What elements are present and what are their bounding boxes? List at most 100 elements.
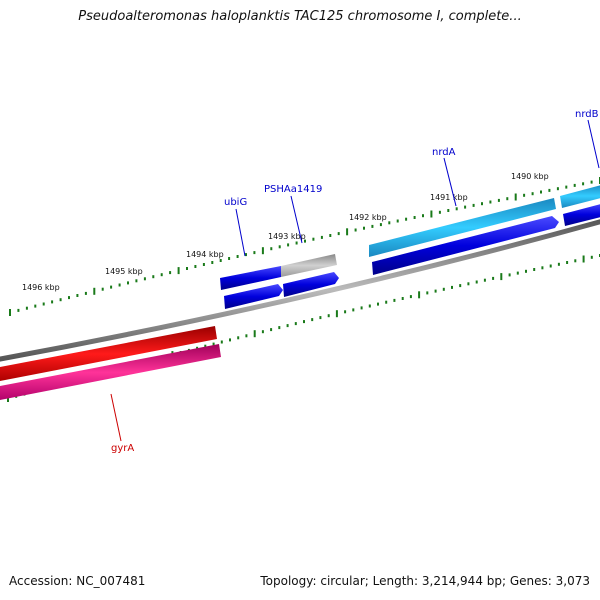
minor-tick bbox=[573, 183, 576, 187]
major-tick bbox=[514, 193, 517, 201]
minor-tick bbox=[327, 314, 330, 318]
minor-tick bbox=[194, 265, 197, 268]
scale-labels: 1496 kbp 1495 kbp 1494 kbp 1493 kbp 1492… bbox=[22, 172, 549, 292]
nrdB-reverse-feature[interactable] bbox=[563, 203, 600, 226]
gyrA-features bbox=[0, 326, 221, 401]
minor-tick bbox=[426, 291, 429, 295]
minor-tick bbox=[483, 278, 486, 282]
minor-tick bbox=[377, 302, 379, 306]
minor-tick bbox=[295, 241, 298, 245]
minor-tick bbox=[472, 203, 475, 207]
nrdA-reverse-feature[interactable] bbox=[372, 216, 559, 275]
minor-tick bbox=[385, 300, 388, 304]
nrdA-leader bbox=[443, 157, 457, 207]
label-leaders bbox=[110, 119, 600, 442]
minor-tick bbox=[541, 266, 544, 270]
minor-tick bbox=[118, 283, 121, 287]
minor-tick bbox=[135, 279, 138, 283]
minor-tick bbox=[481, 202, 483, 206]
minor-tick bbox=[211, 261, 214, 264]
minor-tick bbox=[422, 214, 424, 218]
minor-tick bbox=[467, 282, 470, 286]
minor-tick bbox=[25, 306, 28, 310]
minor-tick bbox=[127, 281, 129, 285]
scale-label-1492: 1492 kbp bbox=[349, 213, 387, 222]
major-tick bbox=[582, 255, 585, 263]
minor-tick bbox=[169, 271, 172, 275]
minor-tick bbox=[236, 255, 239, 258]
minor-tick bbox=[401, 297, 404, 300]
PSHAa1419-feature[interactable] bbox=[281, 254, 337, 277]
minor-tick bbox=[294, 322, 297, 326]
gene-label-ubiG: ubiG bbox=[224, 197, 247, 208]
minor-tick bbox=[245, 253, 247, 257]
minor-tick bbox=[311, 318, 314, 322]
minor-tick bbox=[523, 193, 526, 197]
minor-tick bbox=[413, 216, 416, 219]
nrdB-feature[interactable] bbox=[560, 184, 600, 208]
minor-tick bbox=[549, 264, 552, 268]
minor-tick bbox=[590, 255, 593, 259]
PSHAa1419-leader bbox=[290, 195, 303, 244]
ubiG-reverse-feature[interactable] bbox=[224, 284, 283, 309]
minor-tick bbox=[354, 228, 357, 232]
major-tick bbox=[261, 247, 264, 255]
minor-tick bbox=[475, 280, 478, 284]
gyrA-pink-feature[interactable] bbox=[0, 344, 221, 401]
minor-tick bbox=[565, 185, 568, 189]
minor-tick bbox=[352, 308, 355, 312]
minor-tick bbox=[548, 188, 551, 192]
scale-label-1493: 1493 kbp bbox=[268, 232, 306, 241]
minor-tick bbox=[278, 326, 281, 330]
minor-tick bbox=[59, 298, 62, 302]
minor-tick bbox=[489, 200, 492, 204]
gene-label-nrdA: nrdA bbox=[432, 147, 456, 158]
major-tick bbox=[253, 330, 256, 338]
minor-tick bbox=[344, 310, 347, 314]
accession-text: Accession: NC_007481 bbox=[9, 574, 146, 588]
minor-tick bbox=[574, 259, 577, 263]
map-title: Pseudoalteromonas haloplanktis TAC125 ch… bbox=[78, 9, 522, 24]
minor-tick bbox=[396, 219, 399, 223]
minor-tick bbox=[312, 237, 315, 241]
minor-tick bbox=[533, 268, 536, 271]
minor-tick bbox=[447, 209, 450, 212]
minor-tick bbox=[204, 344, 207, 348]
minor-tick bbox=[508, 273, 511, 277]
gene-labels: ubiG PSHAa1419 nrdA nrdB gyrA bbox=[111, 109, 599, 454]
major-tick bbox=[335, 310, 338, 318]
nrdA-feature[interactable] bbox=[369, 198, 556, 257]
minor-tick bbox=[152, 275, 155, 279]
scale-label-1494: 1494 kbp bbox=[186, 250, 224, 259]
minor-tick bbox=[34, 304, 37, 308]
minor-tick bbox=[566, 261, 569, 264]
minor-tick bbox=[229, 338, 231, 342]
PSHAa1419-reverse-feature[interactable] bbox=[283, 272, 339, 297]
minor-tick bbox=[228, 257, 231, 260]
minor-tick bbox=[76, 294, 79, 297]
ubiG-leader bbox=[235, 208, 246, 257]
minor-tick bbox=[278, 245, 281, 249]
minor-tick bbox=[245, 334, 248, 338]
ubiG-feature[interactable] bbox=[220, 266, 281, 290]
minor-tick bbox=[434, 289, 437, 293]
major-tick bbox=[177, 267, 180, 275]
minor-tick bbox=[101, 287, 104, 291]
minor-tick bbox=[451, 285, 453, 289]
minor-tick bbox=[220, 340, 223, 344]
minor-tick bbox=[371, 224, 374, 228]
minor-tick bbox=[506, 197, 509, 201]
minor-tick bbox=[303, 320, 305, 324]
upper-scale-ticks bbox=[9, 177, 600, 316]
gyrA-red-feature[interactable] bbox=[0, 326, 217, 382]
minor-tick bbox=[590, 180, 593, 184]
major-tick bbox=[418, 291, 421, 299]
minor-tick bbox=[557, 262, 560, 266]
minor-tick bbox=[287, 243, 290, 247]
minor-tick bbox=[582, 182, 585, 186]
minor-tick bbox=[286, 324, 289, 328]
minor-tick bbox=[110, 285, 113, 289]
minor-tick bbox=[540, 190, 542, 194]
minor-tick bbox=[393, 298, 396, 302]
